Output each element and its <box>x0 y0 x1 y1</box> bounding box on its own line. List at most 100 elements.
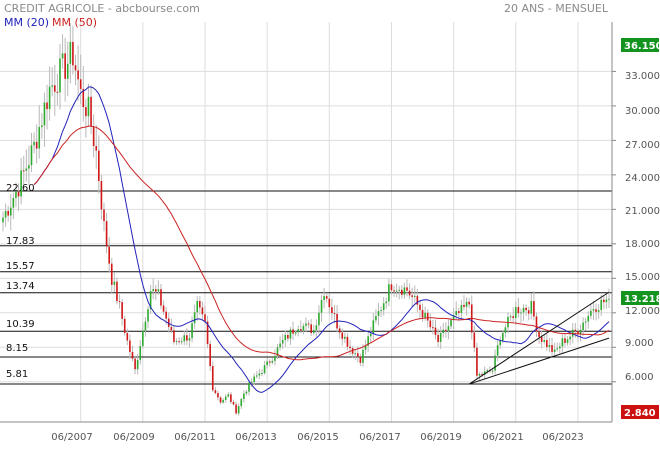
candle-up <box>30 132 33 173</box>
candle-body <box>344 336 346 339</box>
candle-body <box>525 307 527 311</box>
candle-body <box>152 289 155 292</box>
candle-up <box>180 337 183 345</box>
candle-body <box>527 310 530 314</box>
candle-body <box>103 209 105 222</box>
candle-body <box>587 315 590 322</box>
candle-up <box>139 340 142 365</box>
candle-body <box>144 321 147 331</box>
candle-body <box>118 301 121 303</box>
candle-body <box>338 328 341 333</box>
candle-up <box>33 132 35 154</box>
candle-up <box>372 312 375 341</box>
candle-body <box>561 338 564 347</box>
candle-down <box>131 345 134 362</box>
candle-body <box>253 376 256 383</box>
candle-down <box>406 279 408 297</box>
candle-down <box>46 84 48 130</box>
candle-body <box>577 331 579 335</box>
candle-up <box>320 294 323 322</box>
candle-body <box>457 311 460 314</box>
level-label: 5.81 <box>6 369 28 380</box>
candle-body <box>566 339 569 343</box>
candle-body <box>38 127 41 149</box>
x-tick-label: 06/2013 <box>235 432 277 443</box>
candle-body <box>222 399 224 403</box>
candle-body <box>574 329 577 332</box>
candle-body <box>333 313 336 315</box>
candle-body <box>186 335 188 341</box>
candle-body <box>51 85 54 87</box>
candle-body <box>442 329 445 333</box>
candle-body <box>426 312 429 321</box>
candle-body <box>375 315 377 321</box>
y-tick-label: 33.000 <box>625 71 660 82</box>
candle-body <box>131 351 134 359</box>
candle-body <box>266 361 268 366</box>
candle-body <box>413 295 416 297</box>
candle-down <box>72 25 74 75</box>
candle-body <box>535 316 538 332</box>
candle-body <box>499 340 502 346</box>
candle-body <box>201 307 204 315</box>
candle-up <box>403 282 406 299</box>
y-tick-label: 18.000 <box>625 239 660 250</box>
candle-down <box>214 386 217 395</box>
candle-up <box>608 288 610 309</box>
candle-down <box>178 337 180 345</box>
candle-body <box>362 349 364 363</box>
badge-high-bg <box>621 38 659 52</box>
x-tick-label: 06/2017 <box>359 432 401 443</box>
candle-down <box>533 291 535 321</box>
candle-body <box>328 298 331 308</box>
candle-up <box>382 296 385 316</box>
candle-up <box>297 325 300 337</box>
candle-down <box>160 283 162 310</box>
candle-body <box>178 341 180 343</box>
candle-up <box>504 323 507 338</box>
candle-body <box>579 329 582 335</box>
candle-body <box>30 145 33 166</box>
candle-body <box>243 393 245 399</box>
candle-body <box>110 263 113 285</box>
candle-body <box>388 284 390 302</box>
candle-body <box>302 325 305 331</box>
candle-body <box>35 141 38 149</box>
candle-body <box>398 289 401 291</box>
candle-down <box>173 325 175 345</box>
candle-down <box>95 125 98 169</box>
badge-low-bg <box>621 405 659 419</box>
candle-up <box>66 41 69 97</box>
candle-down <box>162 300 165 315</box>
candle-up <box>447 319 450 340</box>
x-tick-label: 06/2011 <box>174 432 216 443</box>
candle-body <box>364 345 367 350</box>
candle-body <box>206 321 209 345</box>
candle-down <box>476 342 478 380</box>
candle-up <box>281 333 284 350</box>
candle-up <box>514 301 517 326</box>
candle-up <box>279 336 281 351</box>
candle-up <box>183 330 186 346</box>
candle-body <box>429 320 432 328</box>
candle-body <box>496 345 499 356</box>
badge-low: 2.840 <box>624 408 656 419</box>
trendline <box>468 291 610 385</box>
candle-body <box>121 302 123 319</box>
candle-body <box>95 145 98 151</box>
candle-body <box>69 41 72 64</box>
candle-up <box>460 299 463 321</box>
candle-body <box>310 324 312 333</box>
candle-body <box>356 353 359 357</box>
candle-up <box>276 343 279 360</box>
candle-body <box>15 191 17 199</box>
candle-body <box>354 353 357 355</box>
candle-up <box>51 67 54 97</box>
candle-body <box>476 347 478 376</box>
candle-body <box>369 333 372 337</box>
candle-body <box>419 304 421 310</box>
candle-body <box>323 296 325 301</box>
candle-down <box>310 318 312 336</box>
candle-down <box>307 320 310 329</box>
candle-up <box>520 308 522 323</box>
